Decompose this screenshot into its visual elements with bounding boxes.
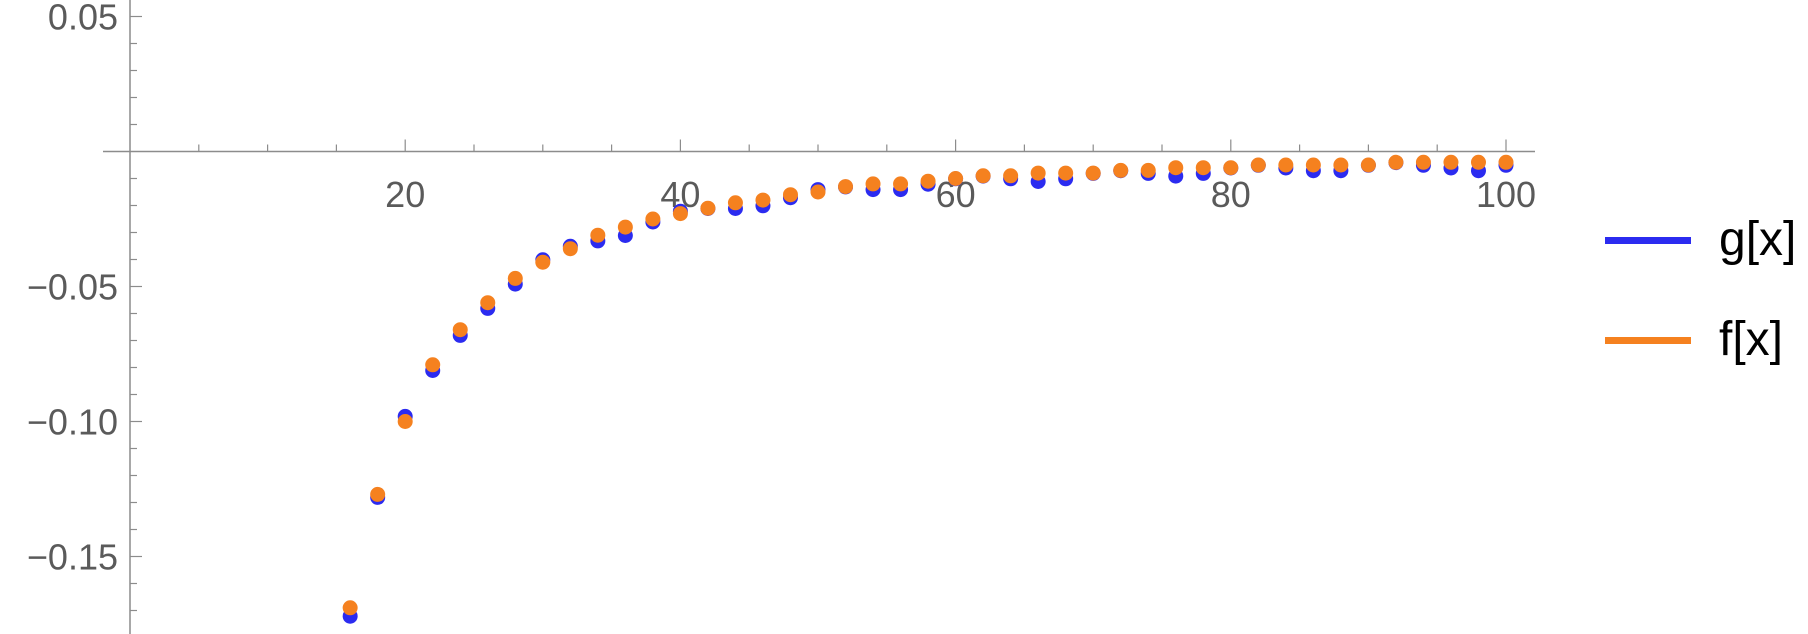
data-point-f: [1113, 162, 1129, 178]
legend-swatch-g: [1605, 236, 1691, 244]
data-point-f: [590, 227, 606, 243]
data-point-f: [1333, 157, 1349, 173]
data-point-f: [920, 173, 936, 189]
data-point-f: [1498, 154, 1514, 170]
data-point-f: [480, 295, 496, 311]
data-point-f: [700, 200, 716, 216]
legend-label-f: f[x]: [1719, 313, 1784, 366]
data-point-f: [535, 254, 551, 270]
data-point-f: [1305, 157, 1321, 173]
data-point-f: [1003, 168, 1019, 184]
data-point-f: [645, 211, 661, 227]
data-point-f: [1195, 160, 1211, 176]
data-point-f: [1030, 165, 1046, 181]
data-point-f: [1470, 154, 1486, 170]
y-tick-label: −0.15: [27, 537, 118, 578]
data-point-f: [755, 192, 771, 208]
data-point-f: [1388, 154, 1404, 170]
data-point-f: [425, 357, 441, 373]
data-point-f: [397, 414, 413, 429]
data-point-f: [975, 168, 991, 184]
legend-swatch-f: [1605, 336, 1691, 344]
data-point-f: [1278, 157, 1294, 173]
data-point-f: [782, 187, 798, 203]
data-point-f: [342, 600, 358, 616]
y-tick-label: −0.05: [27, 267, 118, 308]
data-point-f: [838, 179, 854, 195]
data-point-f: [893, 176, 909, 192]
data-point-f: [727, 195, 743, 211]
data-point-f: [1250, 157, 1266, 173]
data-point-f: [1085, 165, 1101, 181]
data-point-f: [1140, 162, 1156, 178]
legend-item-g: g[x]: [1605, 190, 1796, 290]
data-point-f: [1168, 160, 1184, 176]
data-point-f: [370, 486, 386, 502]
x-tick-label: 100: [1476, 174, 1536, 215]
data-point-f: [617, 219, 633, 235]
data-point-f: [948, 171, 964, 186]
data-point-f: [1058, 165, 1074, 181]
data-point-f: [810, 184, 826, 200]
legend-item-f: f[x]: [1605, 290, 1796, 390]
data-point-f: [1443, 154, 1459, 170]
data-point-f: [865, 176, 881, 192]
y-tick-label: 0.05: [48, 0, 118, 38]
data-point-f: [1360, 157, 1376, 173]
data-point-f: [562, 241, 578, 257]
data-point-f: [1223, 160, 1239, 176]
x-tick-label: 20: [385, 174, 425, 215]
data-point-f: [507, 270, 523, 286]
y-tick-label: −0.10: [27, 402, 118, 443]
legend-label-g: g[x]: [1719, 213, 1797, 266]
data-point-f: [1415, 154, 1431, 170]
legend: g[x] f[x]: [1605, 190, 1796, 390]
x-tick-label: 80: [1211, 174, 1251, 215]
data-point-f: [672, 206, 688, 222]
data-point-f: [452, 322, 468, 338]
